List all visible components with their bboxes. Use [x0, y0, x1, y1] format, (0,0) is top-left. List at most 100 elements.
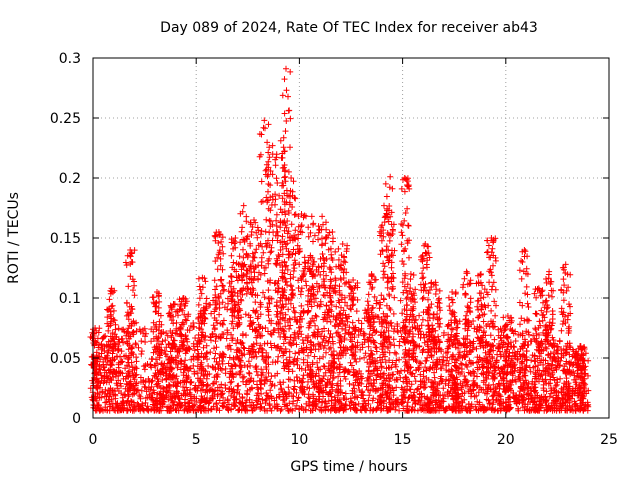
- data-point: [220, 351, 227, 358]
- data-point: [239, 394, 246, 400]
- data-point: [119, 402, 125, 409]
- data-point: [257, 151, 264, 158]
- data-point: [321, 325, 328, 332]
- data-point: [113, 373, 119, 380]
- data-point: [244, 407, 251, 413]
- data-point: [274, 257, 281, 264]
- data-point: [320, 363, 327, 369]
- data-point: [200, 304, 207, 311]
- data-point: [152, 300, 159, 307]
- data-point: [267, 182, 274, 189]
- data-point: [257, 323, 264, 330]
- data-point: [277, 224, 284, 231]
- data-point: [185, 399, 192, 406]
- data-point: [240, 236, 247, 243]
- data-point: [433, 398, 440, 405]
- data-point: [203, 387, 210, 394]
- data-point: [362, 350, 369, 357]
- data-point: [185, 313, 191, 320]
- data-point: [247, 314, 254, 321]
- data-point: [250, 378, 257, 385]
- data-point: [257, 333, 264, 340]
- data-point: [533, 389, 539, 396]
- data-point: [152, 362, 159, 369]
- data-point: [138, 387, 145, 394]
- data-point: [125, 311, 132, 318]
- data-point: [229, 264, 236, 271]
- data-point: [143, 388, 150, 395]
- data-point: [258, 131, 265, 138]
- data-point: [88, 362, 95, 369]
- data-point: [290, 393, 297, 400]
- data-point: [109, 354, 116, 361]
- data-point: [312, 398, 319, 405]
- data-point: [202, 315, 209, 322]
- data-point: [182, 350, 189, 357]
- data-point: [258, 199, 265, 205]
- data-point: [290, 337, 297, 344]
- data-point: [497, 400, 504, 407]
- data-point: [182, 357, 189, 364]
- data-point: [206, 397, 213, 404]
- data-point: [365, 387, 371, 393]
- data-point: [245, 369, 252, 376]
- data-point: [240, 344, 247, 351]
- data-point: [229, 371, 236, 378]
- data-point: [127, 385, 134, 392]
- data-point: [219, 358, 226, 364]
- data-point: [512, 328, 519, 335]
- data-point: [94, 335, 101, 342]
- data-point: [296, 365, 303, 372]
- data-point: [200, 405, 207, 412]
- data-point: [213, 400, 220, 406]
- data-point: [239, 224, 246, 231]
- data-point: [358, 320, 365, 327]
- data-point: [156, 318, 163, 325]
- data-point: [323, 400, 330, 407]
- data-point: [212, 299, 219, 306]
- data-point: [219, 234, 226, 241]
- data-point: [94, 390, 101, 396]
- data-point: [233, 396, 240, 403]
- data-point: [175, 312, 181, 319]
- data-point: [373, 344, 380, 351]
- data-point: [209, 392, 216, 399]
- data-point: [257, 231, 264, 238]
- data-point: [133, 371, 140, 378]
- data-point: [321, 404, 328, 411]
- data-point: [392, 397, 399, 404]
- data-point: [361, 336, 368, 343]
- data-point: [219, 266, 226, 273]
- data-point: [377, 392, 384, 399]
- data-point: [212, 333, 219, 340]
- data-point: [312, 405, 319, 412]
- data-point: [150, 349, 157, 356]
- data-point: [246, 370, 253, 377]
- data-point: [259, 352, 266, 359]
- data-point: [198, 290, 205, 297]
- data-point: [358, 325, 365, 332]
- data-point: [424, 354, 431, 361]
- data-point: [236, 362, 243, 369]
- data-point: [109, 338, 115, 345]
- data-point: [417, 383, 424, 390]
- data-point: [172, 375, 179, 382]
- data-point: [237, 368, 244, 375]
- data-point: [584, 407, 591, 414]
- data-point: [548, 387, 555, 394]
- data-point: [240, 202, 247, 209]
- data-point: [108, 361, 115, 368]
- data-point: [152, 346, 159, 353]
- data-point: [492, 406, 499, 413]
- data-point: [254, 315, 261, 322]
- data-point: [172, 308, 179, 315]
- data-point: [359, 389, 366, 396]
- data-point: [335, 392, 341, 399]
- data-point: [359, 344, 366, 351]
- data-point: [498, 337, 505, 344]
- data-point: [216, 247, 223, 254]
- data-point: [275, 277, 282, 284]
- data-point: [543, 402, 550, 409]
- data-point: [357, 406, 364, 413]
- data-point: [183, 347, 190, 354]
